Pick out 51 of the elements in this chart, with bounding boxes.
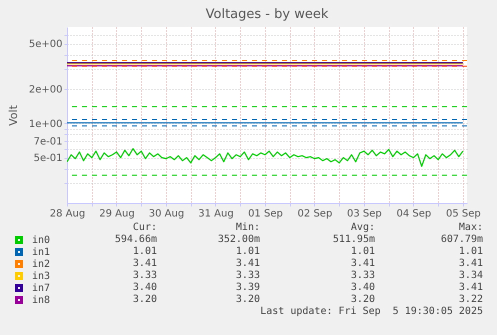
x-tick-label: 30 Aug — [148, 208, 184, 220]
text: Cur: — [132, 222, 157, 234]
x-tick-label: 31 Aug — [198, 208, 234, 220]
text: 3.34 — [458, 270, 483, 282]
legend-label: in2 — [32, 259, 50, 270]
text: 3.20 — [236, 294, 260, 306]
legend-label: in8 — [32, 295, 50, 306]
x-tick-label: 05 Sep — [446, 208, 481, 220]
text: 3.33 — [350, 270, 375, 282]
chart-title: Voltages - by week — [206, 7, 329, 22]
y-tick-label: 5e+00 — [28, 39, 62, 50]
x-tick-label: 02 Sep — [298, 208, 332, 220]
text: 3.39 — [236, 282, 260, 294]
text: 3.20 — [350, 294, 375, 306]
x-tick-label: 28 Aug — [50, 208, 86, 220]
x-tick-label: 29 Aug — [99, 208, 135, 220]
text: 3.40 — [350, 282, 375, 294]
text: 1.01 — [236, 246, 260, 258]
x-tick-label: 01 Sep — [248, 208, 283, 220]
legend-label: in7 — [32, 283, 50, 294]
text: 3.41 — [236, 258, 260, 270]
y-tick-label: 2e+00 — [28, 84, 62, 96]
text: 511.95m — [332, 234, 375, 246]
text: 1.01 — [458, 246, 483, 258]
legend-label: in0 — [32, 235, 50, 246]
text: Last update: Fri Sep 5 19:30:05 2025 — [260, 306, 483, 318]
legend-label: in3 — [32, 271, 50, 282]
x-tick-label: 03 Sep — [347, 208, 382, 220]
text: 3.40 — [132, 282, 157, 294]
text: 3.41 — [458, 282, 483, 294]
text: 1.01 — [350, 246, 375, 258]
text: 3.22 — [458, 294, 483, 306]
text: 1.01 — [132, 246, 157, 258]
y-tick-label: 5e-01 — [34, 153, 62, 164]
text: 352.00m — [218, 234, 260, 246]
text: 3.41 — [350, 258, 375, 270]
text: 607.79m — [440, 234, 483, 246]
y-tick-label: 1e+00 — [28, 118, 62, 130]
text: 3.41 — [458, 258, 483, 270]
y-axis-title: Volt — [6, 104, 20, 126]
text: Max: — [458, 222, 483, 234]
text: 594.66m — [114, 234, 157, 246]
text: 3.33 — [236, 270, 260, 282]
text: Avg: — [350, 222, 375, 234]
text: Min: — [236, 222, 260, 234]
text: 3.41 — [132, 258, 157, 270]
legend-label: in1 — [32, 247, 50, 258]
y-tick-label: 7e-01 — [34, 136, 62, 148]
text: 3.33 — [132, 270, 157, 282]
x-tick-label: 04 Sep — [396, 208, 432, 220]
text: 3.20 — [132, 294, 157, 306]
